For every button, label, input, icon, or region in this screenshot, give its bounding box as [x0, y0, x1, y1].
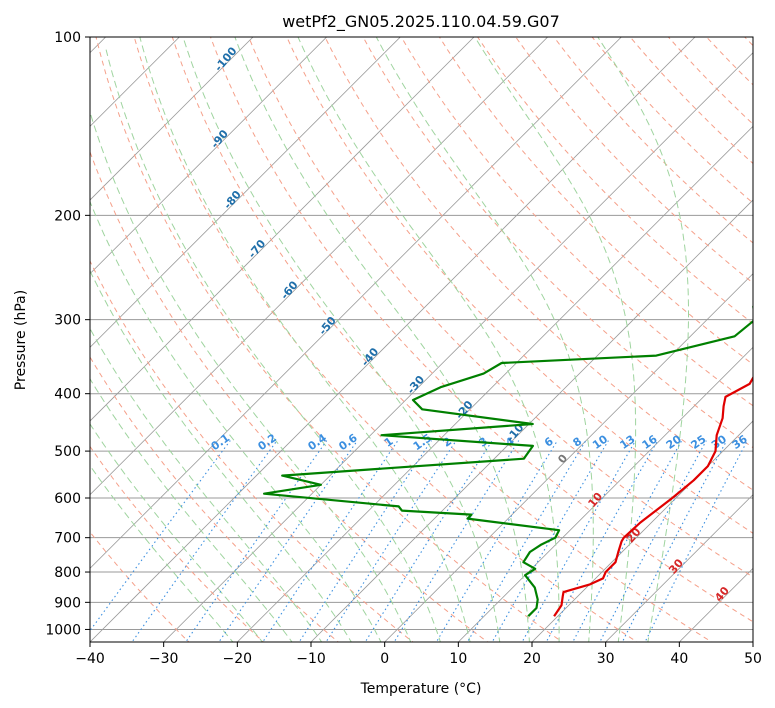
mixing-ratio-line	[599, 440, 707, 642]
isotherm-line	[90, 37, 622, 569]
isotherm-line	[531, 420, 753, 642]
x-tick-label: 20	[523, 651, 541, 667]
y-tick-label: 400	[54, 387, 81, 403]
moist-adiabat-line	[597, 37, 689, 642]
y-tick-label: 700	[54, 531, 81, 547]
x-tick-label: −20	[223, 651, 253, 667]
mixing-ratio-line	[572, 440, 683, 642]
moist-adiabat-line	[139, 37, 471, 642]
dry-adiabat-line	[90, 259, 414, 642]
moist-adiabat-line	[234, 37, 530, 642]
y-tick-label: 300	[54, 313, 81, 329]
moist-adiabat-line	[474, 37, 637, 642]
dry-adiabat-line	[209, 37, 753, 623]
y-tick-label: 800	[54, 565, 81, 581]
x-tick-label: −10	[296, 651, 326, 667]
isotherm-line	[90, 37, 328, 275]
dry-adiabat-line	[171, 37, 713, 642]
isotherm-line	[310, 199, 753, 642]
chart-title: wetPf2_GN05.2025.110.04.59.G07	[282, 12, 560, 32]
plot-frame	[89, 36, 754, 643]
mixing-ratio-line	[466, 440, 587, 642]
dry-adiabat-line	[324, 37, 753, 491]
y-tick-label: 900	[54, 595, 81, 611]
mixing-ratio-line	[364, 440, 493, 642]
y-tick-label: 200	[54, 208, 81, 224]
moist-adiabat-line	[297, 37, 560, 642]
isotherm-line	[605, 494, 753, 642]
x-tick-label: 30	[597, 651, 615, 667]
y-tick-label: 500	[54, 444, 81, 460]
isotherm-line	[90, 37, 401, 348]
moist-adiabat-line	[90, 269, 352, 642]
dry-adiabat-line	[515, 37, 753, 284]
x-axis: −40 −30 −20 −10 0 10 20 30 40 50	[75, 642, 762, 667]
dry-adiabat-line	[286, 37, 753, 534]
isotherm-line	[90, 37, 475, 422]
isotherm-line	[90, 37, 254, 201]
mixing-ratio-line	[435, 440, 558, 642]
dry-adiabat-line	[400, 37, 753, 407]
isotherm-line	[457, 346, 753, 642]
moist-adiabat-line	[90, 423, 264, 642]
mixing-ratio-line	[185, 440, 328, 642]
isotherm-line	[163, 52, 753, 642]
isotherm-line	[90, 37, 549, 496]
temperature-profile-line	[553, 375, 753, 617]
x-tick-label: 40	[670, 651, 688, 667]
profiles	[263, 305, 753, 617]
isotherm-line	[236, 125, 753, 642]
dry-adiabat-line	[90, 150, 489, 642]
dry-adiabat-line	[90, 356, 340, 642]
dewpoint-profile-line	[263, 305, 753, 617]
moist-adiabat-line	[105, 49, 441, 642]
y-tick-label: 600	[54, 491, 81, 507]
dry-adiabat-line	[248, 37, 753, 578]
dry-adiabat-line	[133, 37, 638, 642]
x-tick-label: 50	[744, 651, 762, 667]
x-tick-label: 10	[449, 651, 467, 667]
dry-adiabat-line	[95, 37, 564, 642]
x-tick-label: 0	[380, 651, 389, 667]
moist-adiabat-line	[90, 377, 293, 642]
mixing-ratio-line	[90, 440, 231, 632]
moist-adiabat-line	[90, 464, 234, 642]
x-axis-label: Temperature (°C)	[360, 681, 482, 697]
moist-adiabat-line	[182, 37, 501, 642]
x-tick-label: −30	[149, 651, 179, 667]
y-tick-label: 1000	[45, 622, 81, 638]
y-axis: 100 200 300 400 500 600 700 800 900 1000	[45, 30, 90, 638]
mixing-ratio-line	[521, 440, 637, 642]
x-tick-label: −40	[75, 651, 105, 667]
y-axis-label: Pressure (hPa)	[13, 290, 29, 390]
mixing-ratio-line	[545, 440, 659, 642]
y-tick-label: 100	[54, 30, 81, 46]
moist-adiabat-line	[90, 110, 412, 642]
moist-adiabat-line	[90, 327, 323, 642]
mixing-ratio-line	[218, 440, 358, 642]
background-lines	[90, 37, 753, 642]
mixing-ratio-line	[491, 440, 609, 642]
mixing-ratio-line	[621, 440, 728, 642]
moist-adiabat-line	[375, 37, 594, 642]
isotherm-line	[384, 273, 753, 642]
isotherm-line	[90, 37, 696, 642]
mixing-ratio-line	[644, 440, 748, 642]
